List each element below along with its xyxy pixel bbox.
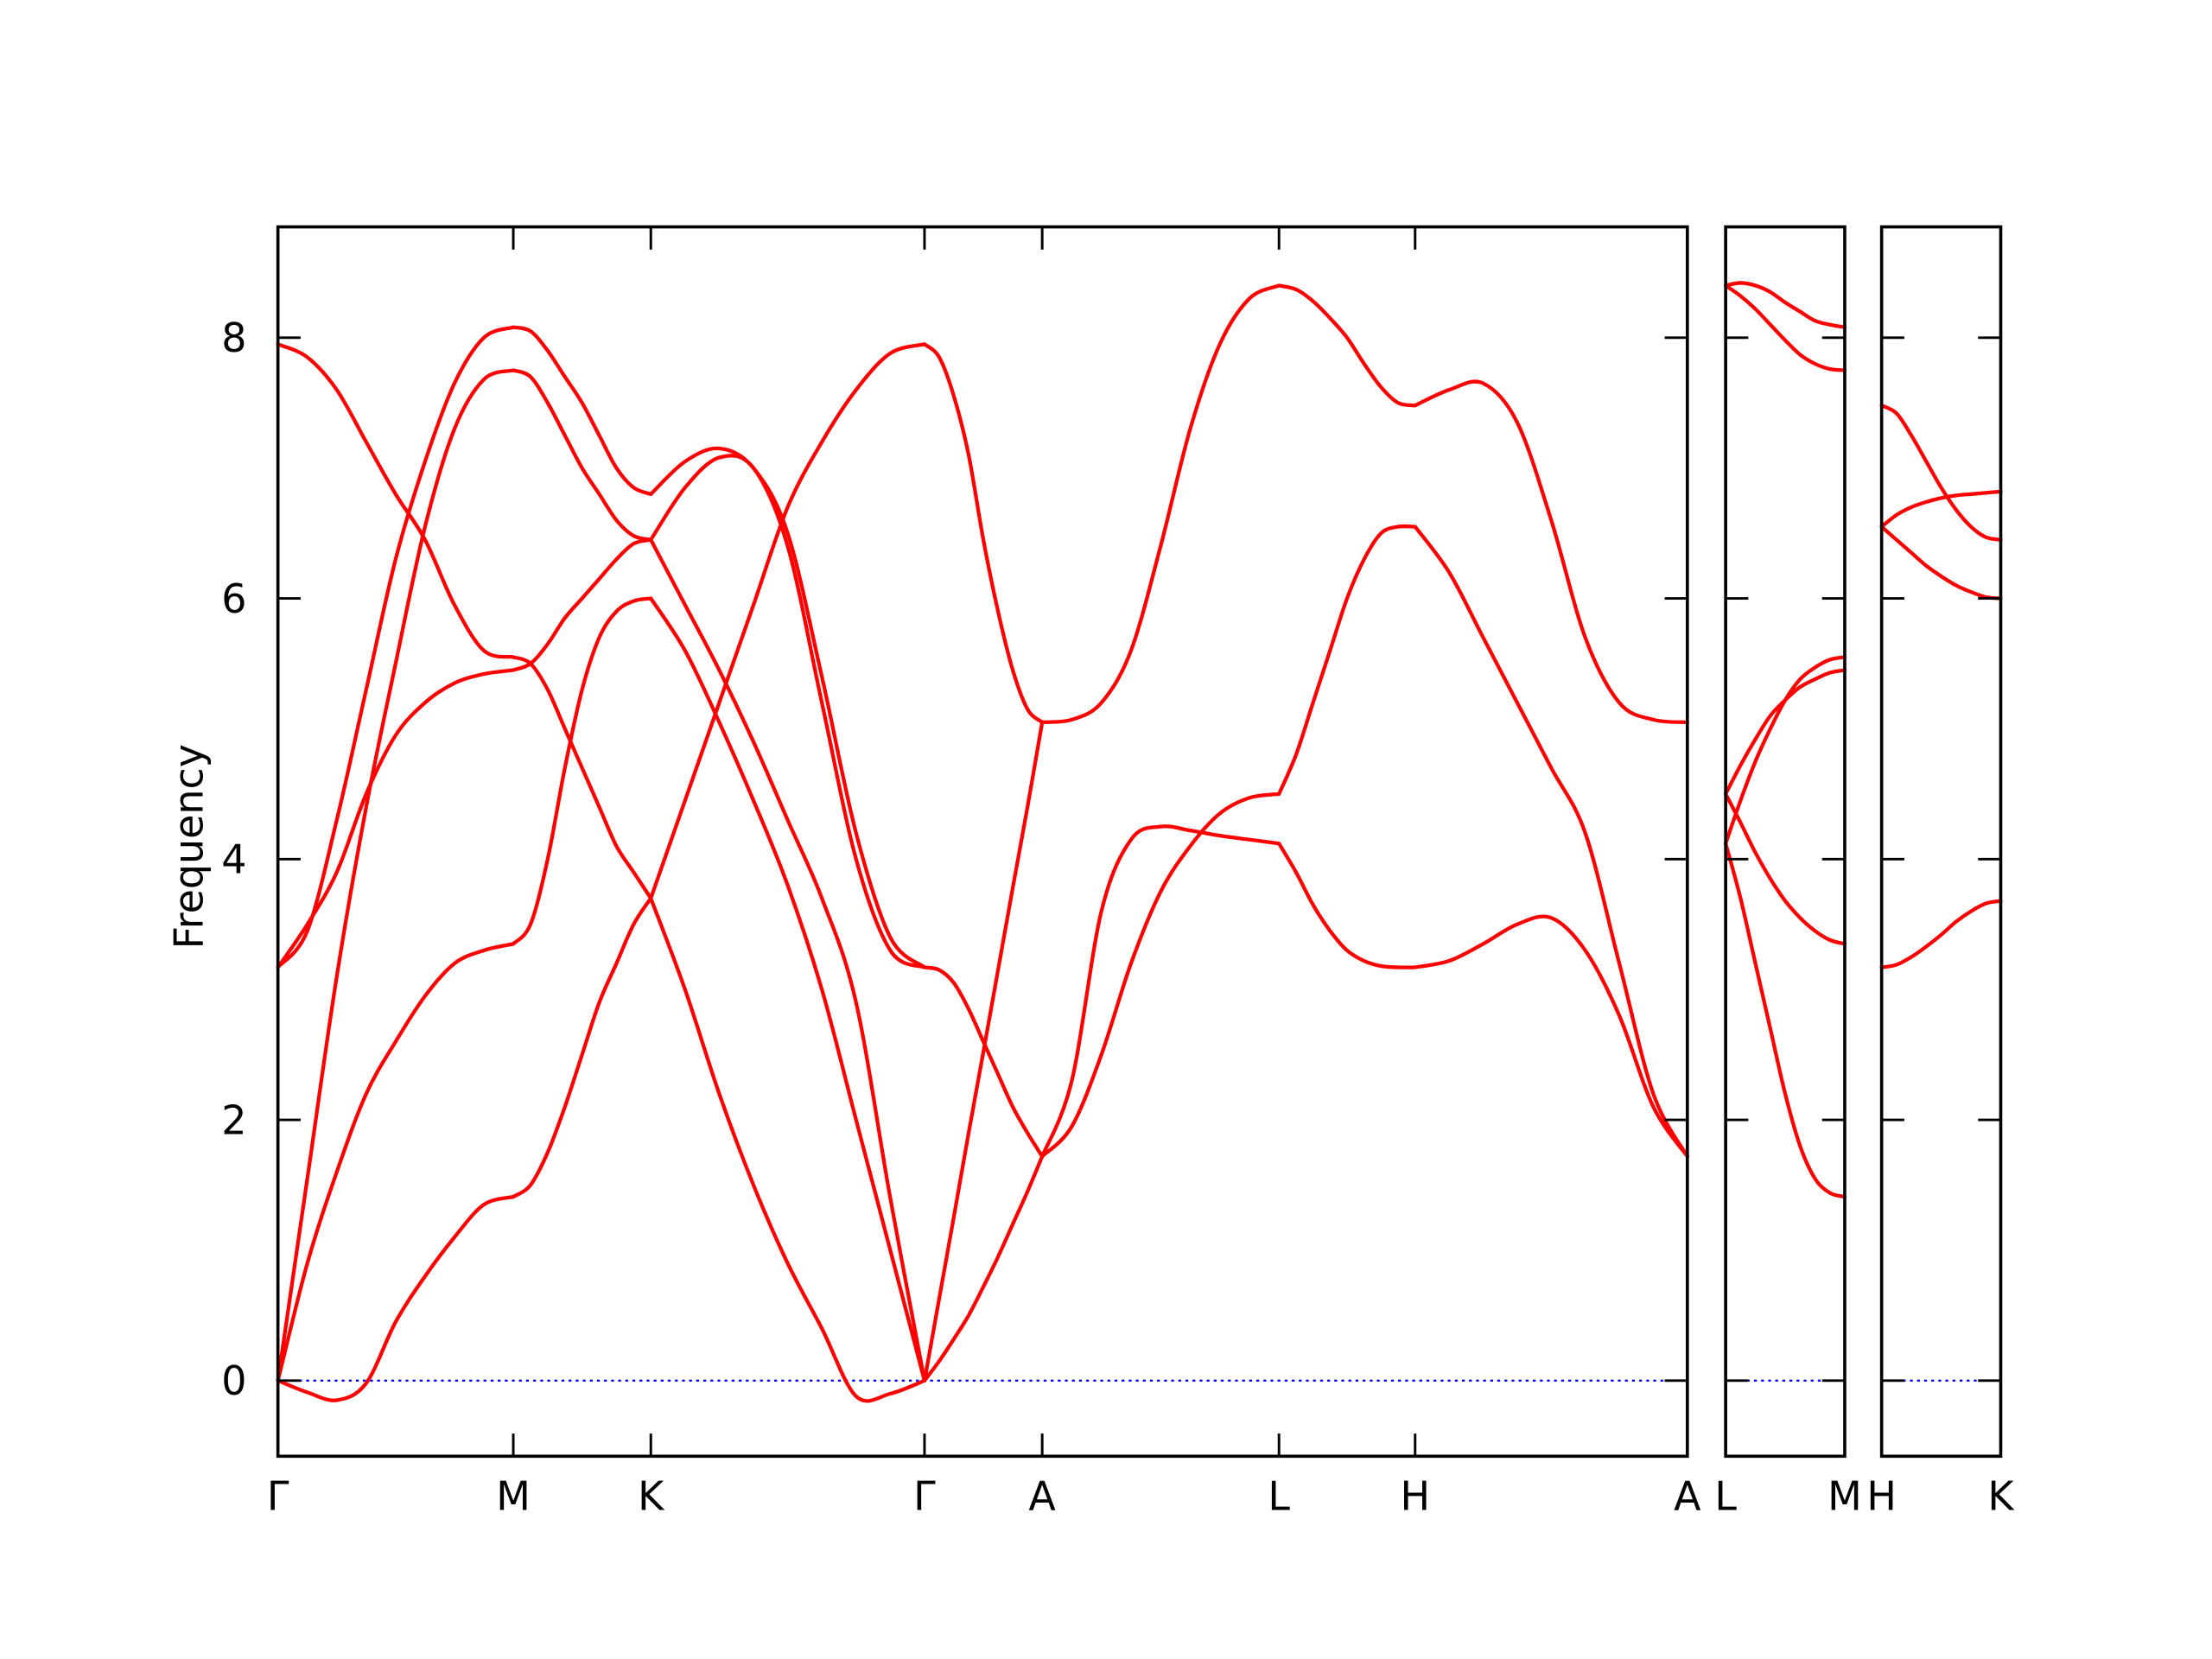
band-K-Gamma-1 — [649, 342, 927, 900]
band-A-L-3 — [1040, 791, 1281, 1159]
band-M-K-6 — [511, 655, 653, 900]
band-L-H-3 — [1277, 842, 1417, 969]
band-H-K-1 — [1879, 404, 2003, 542]
band-M-K-1 — [511, 896, 653, 1199]
band-L-H-2 — [1277, 524, 1417, 797]
band-Gamma-M-5 — [276, 325, 516, 969]
panel-3-frame — [1879, 225, 2003, 1459]
band-L-M-2 — [1723, 283, 1847, 372]
panel-1-frame — [276, 225, 1689, 1459]
x-tick-label: M — [496, 1473, 531, 1520]
band-L-H-1 — [1277, 283, 1417, 408]
band-H-A-3 — [1413, 914, 1689, 1159]
band-Gamma-M-1 — [276, 1194, 516, 1402]
band-Gamma-M-4 — [276, 668, 516, 969]
band-H-K-2 — [1879, 489, 2003, 529]
band-L-M-1 — [1723, 281, 1847, 329]
band-K-Gamma-3 — [649, 596, 927, 1382]
y-axis-label: Frequency — [166, 744, 213, 949]
band-Gamma-M-2 — [276, 942, 516, 1382]
x-tick-label: H — [1400, 1473, 1430, 1520]
band-K-Gamma-2 — [649, 896, 927, 1403]
band-Gamma-M-6 — [276, 342, 516, 659]
band-M-K-5 — [511, 325, 653, 496]
band-K-Gamma-4 — [649, 537, 927, 1382]
band-H-K-4 — [1879, 899, 2003, 969]
band-H-K-3 — [1879, 524, 2003, 601]
y-tick-label: 4 — [221, 836, 246, 883]
x-tick-label: A — [1028, 1473, 1056, 1520]
band-L-M-6 — [1723, 842, 1847, 1199]
x-tick-label: K — [638, 1473, 665, 1520]
panel-2-frame — [1724, 225, 1847, 1459]
band-M-K-3 — [511, 368, 653, 542]
band-Gamma-A-1 — [922, 720, 1045, 1382]
band-L-M-4 — [1723, 655, 1847, 846]
y-tick-label: 6 — [221, 575, 246, 622]
x-tick-label: L — [1714, 1473, 1737, 1520]
x-tick-label: H — [1866, 1473, 1897, 1520]
y-tick-label: 0 — [221, 1357, 246, 1404]
band-M-K-2 — [511, 596, 653, 946]
x-tick-label: K — [1987, 1473, 2015, 1520]
band-Gamma-A-4 — [922, 342, 1045, 725]
x-tick-label: M — [1827, 1473, 1862, 1520]
band-Gamma-A-3 — [922, 965, 1045, 1159]
x-tick-label: Γ — [913, 1473, 936, 1520]
band-L-M-3 — [1723, 668, 1847, 797]
band-A-L-1 — [1040, 283, 1281, 725]
x-tick-label: Γ — [267, 1473, 289, 1520]
band-Gamma-A-2 — [922, 1154, 1045, 1382]
band-A-L-2 — [1040, 824, 1281, 1159]
x-tick-label: L — [1268, 1473, 1290, 1520]
band-Gamma-M-3 — [276, 368, 516, 1382]
band-K-Gamma-5 — [649, 446, 927, 969]
y-tick-label: 2 — [221, 1096, 246, 1143]
band-M-K-4 — [511, 537, 653, 672]
x-tick-label: A — [1674, 1473, 1701, 1520]
band-H-A-1 — [1413, 379, 1689, 725]
band-H-A-2 — [1413, 524, 1689, 1159]
y-tick-label: 8 — [221, 315, 246, 361]
band-L-M-5 — [1723, 791, 1847, 946]
band-K-Gamma-6 — [649, 454, 927, 969]
